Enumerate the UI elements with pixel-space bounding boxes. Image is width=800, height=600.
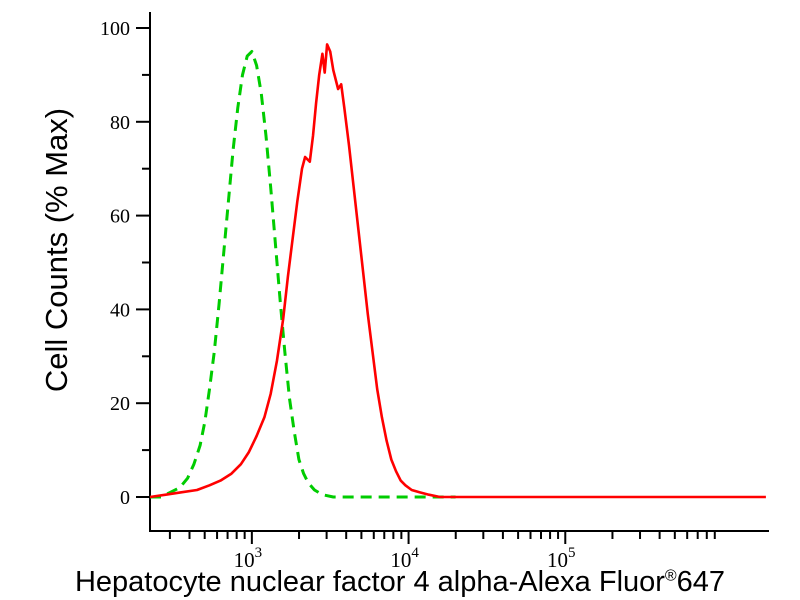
y-axis-title-text: Cell Counts (% Max) [39,107,74,393]
x-axis-title-suffix: 647 [676,566,726,598]
y-axis-title: Cell Counts (% Max) [39,108,75,392]
x-axis-title: Hepatocyte nuclear factor 4 alpha-Alexa … [0,566,800,599]
y-tick-label: 80 [110,112,130,134]
red-solid-curve [149,43,766,499]
y-tick-label: 60 [110,206,130,228]
y-tick-label: 100 [100,18,130,40]
y-tick-label: 20 [110,393,130,415]
registered-trademark-symbol: ® [664,567,677,585]
x-axis-title-text: Hepatocyte nuclear factor 4 alpha-Alexa … [74,566,665,598]
green-dashed-curve [150,50,456,499]
y-tick-label: 40 [110,299,130,321]
y-tick-label: 0 [120,487,130,509]
